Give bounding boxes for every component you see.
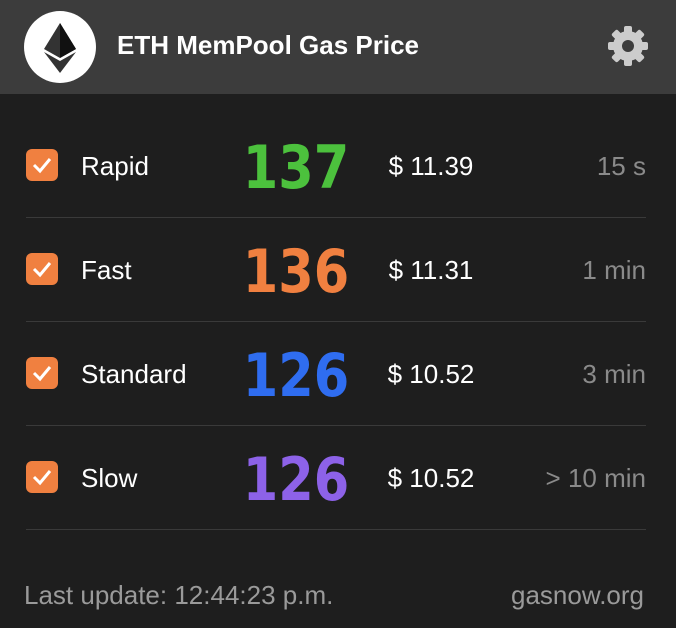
gas-price: 126: [242, 445, 350, 515]
wait-time: 3 min: [582, 359, 646, 389]
wait-time: 1 min: [582, 255, 646, 285]
gas-price: 137: [242, 133, 350, 203]
wait-time: > 10 min: [545, 463, 646, 493]
speed-row: Fast 136 $ 11.31 1 min: [26, 217, 646, 322]
checkbox[interactable]: [26, 149, 58, 181]
title: ETH MemPool Gas Price: [117, 30, 419, 60]
wait-time: 15 s: [596, 151, 646, 181]
eth-logo: [24, 11, 96, 83]
usd-price: $ 11.31: [388, 255, 474, 285]
gas-price: 126: [242, 341, 350, 411]
source-link[interactable]: gasnow.org: [511, 580, 644, 610]
speed-label: Standard: [81, 359, 187, 389]
header: ETH MemPool Gas Price: [0, 0, 676, 94]
speed-label: Fast: [81, 255, 132, 285]
usd-price: $ 10.52: [387, 359, 475, 389]
speed-row: Rapid 137 $ 11.39 15 s: [26, 113, 646, 218]
speed-row: Slow 126 $ 10.52 > 10 min: [26, 425, 646, 530]
speed-label: Rapid: [81, 151, 149, 181]
checkbox[interactable]: [26, 253, 58, 285]
checkbox[interactable]: [26, 461, 58, 493]
speed-row: Standard 126 $ 10.52 3 min: [26, 321, 646, 426]
checkbox[interactable]: [26, 357, 58, 389]
settings-button[interactable]: [606, 24, 650, 68]
gas-price: 136: [242, 237, 350, 307]
usd-price: $ 11.39: [388, 151, 474, 181]
usd-price: $ 10.52: [387, 463, 475, 493]
speed-label: Slow: [81, 463, 138, 493]
last-update: Last update: 12:44:23 p.m.: [24, 580, 334, 610]
